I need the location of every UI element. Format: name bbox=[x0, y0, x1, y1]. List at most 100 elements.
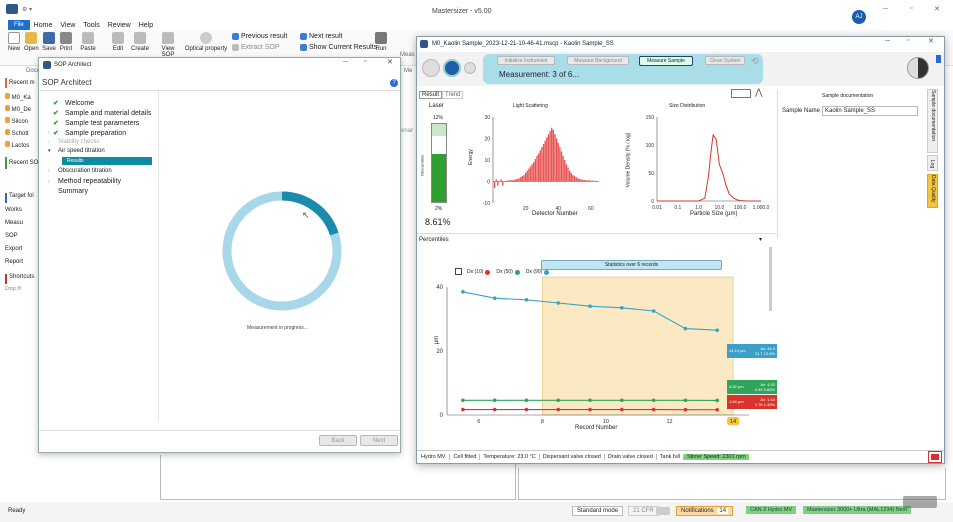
menu-review[interactable]: Review bbox=[107, 21, 131, 29]
tab-result[interactable]: Result bbox=[419, 90, 443, 99]
refresh-icon[interactable]: ⟲ bbox=[751, 56, 759, 66]
step-obscuration-titration[interactable]: › Obscuration titration bbox=[48, 168, 112, 174]
recent-item[interactable]: M0_Ka bbox=[5, 93, 39, 105]
meas-close-icon[interactable]: ✕ bbox=[928, 38, 934, 45]
recent-item[interactable]: Schott bbox=[5, 129, 39, 141]
expand-chevron-icon[interactable]: › bbox=[48, 168, 50, 174]
layout-toggle-icon[interactable] bbox=[731, 89, 751, 98]
step-sample-material[interactable]: ✔ Sample and material details bbox=[53, 109, 152, 118]
side-tab-data-quality[interactable]: Data Quality bbox=[927, 174, 938, 208]
step-results-selected[interactable]: Results bbox=[62, 157, 152, 165]
expand-chevron-icon[interactable]: › bbox=[48, 178, 50, 185]
menu-tools[interactable]: Tools bbox=[83, 21, 100, 29]
scatter-bar bbox=[524, 172, 527, 182]
meas-minimize-icon[interactable]: ─ bbox=[885, 38, 890, 45]
target-item-export[interactable]: Export bbox=[5, 246, 23, 252]
optical-property-button[interactable]: Optical property bbox=[184, 32, 228, 52]
data-point bbox=[715, 407, 720, 412]
sample-name-field[interactable]: Kaolin Sample_SS bbox=[822, 106, 918, 116]
sop-close-icon[interactable]: ✕ bbox=[387, 59, 393, 66]
side-tab-log[interactable]: Log bbox=[927, 155, 938, 171]
edit-button[interactable]: Edit bbox=[110, 32, 126, 52]
meas-maximize-icon[interactable]: ▫ bbox=[907, 37, 910, 44]
recent-item[interactable]: Silcon bbox=[5, 117, 39, 129]
step-test-parameters[interactable]: ✔ Sample test parameters bbox=[53, 119, 140, 128]
paste-button[interactable]: Paste bbox=[80, 32, 96, 52]
target-folders-header[interactable]: Target fol bbox=[5, 193, 39, 203]
scatter-bar bbox=[493, 181, 496, 188]
back-button[interactable]: Back bbox=[319, 435, 357, 446]
step-sample-preparation[interactable]: › ✔ Sample preparation bbox=[48, 129, 127, 138]
percentiles-scrollbar[interactable] bbox=[769, 247, 772, 311]
recent-sop-header[interactable]: Recent SO bbox=[5, 157, 39, 169]
view-sop-button[interactable]: View SOP bbox=[155, 32, 181, 58]
instrument-badge[interactable]: Mastersizer 3000+ Ultra (MAL1234) Next bbox=[803, 506, 912, 514]
target-item-workspace[interactable]: Works bbox=[5, 207, 22, 213]
notifications-badge[interactable]: Notifications 14 bbox=[676, 506, 734, 516]
target-item-sop[interactable]: SOP bbox=[5, 233, 18, 239]
measure-background-button[interactable]: Measure Background bbox=[567, 56, 629, 65]
recent-item[interactable]: Lactos bbox=[5, 141, 39, 153]
chart-options-icon[interactable]: ⋀ bbox=[755, 87, 763, 97]
open-button[interactable]: Open bbox=[24, 32, 39, 52]
measure-sample-button[interactable]: Measure Sample bbox=[639, 56, 693, 66]
clean-system-button[interactable]: Clean System bbox=[705, 56, 745, 65]
previous-result-button[interactable]: Previous result bbox=[232, 33, 287, 40]
percentiles-dropdown-icon[interactable]: ▾ bbox=[759, 237, 763, 243]
minimize-icon[interactable]: ─ bbox=[883, 6, 888, 13]
menu-help[interactable]: Help bbox=[138, 21, 154, 29]
cfr-badge[interactable]: 21 CFR bbox=[628, 506, 659, 516]
run-button[interactable]: Run bbox=[372, 32, 390, 52]
avatar[interactable]: AJ bbox=[852, 10, 866, 24]
percentiles-legend-icon[interactable] bbox=[455, 268, 462, 275]
collapse-chevron-icon[interactable]: ▾ bbox=[48, 148, 51, 154]
sequence-progress-icon bbox=[907, 57, 929, 79]
menu-view[interactable]: View bbox=[60, 21, 76, 29]
step-stability-checks[interactable]: › Stability checks bbox=[48, 139, 100, 145]
target-item-measurements[interactable]: Measu bbox=[5, 220, 24, 226]
meas-scroll-indicator[interactable] bbox=[936, 55, 941, 63]
menu-home[interactable]: Home bbox=[33, 21, 53, 29]
sop-maximize-icon[interactable]: ▫ bbox=[364, 58, 367, 65]
create-button[interactable]: Create bbox=[130, 32, 150, 52]
side-tab-sample-doc[interactable]: Sample documentation bbox=[927, 89, 938, 153]
scatter-bar bbox=[554, 134, 556, 182]
stop-icon[interactable] bbox=[443, 59, 461, 77]
close-icon[interactable]: ✕ bbox=[934, 6, 940, 13]
play-icon[interactable] bbox=[422, 59, 440, 77]
help-icon[interactable]: ? bbox=[390, 79, 398, 87]
step-summary[interactable]: Summary bbox=[58, 188, 88, 195]
show-current-results-button[interactable]: Show Current Results bbox=[300, 44, 377, 51]
step-method-repeatability[interactable]: › Method repeatability bbox=[48, 178, 122, 185]
save-button[interactable]: Save bbox=[42, 32, 56, 52]
step-air-speed-titration[interactable]: ▾ Air speed titration bbox=[48, 148, 105, 154]
new-button[interactable]: New bbox=[8, 32, 20, 52]
emergency-stop-icon[interactable] bbox=[928, 451, 942, 463]
expand-chevron-icon[interactable]: › bbox=[48, 130, 50, 136]
target-item-report[interactable]: Report bbox=[5, 259, 24, 265]
step-welcome[interactable]: ✔ Welcome bbox=[53, 99, 95, 108]
tab-trend[interactable]: Trend bbox=[442, 90, 464, 99]
scatter-y-tick: 0 bbox=[487, 180, 490, 186]
accessory-badge[interactable]: CAN 3 Hydro MV bbox=[746, 506, 797, 514]
standard-mode-badge[interactable]: Standard mode bbox=[572, 506, 624, 516]
recent-item[interactable]: M0_De bbox=[5, 105, 39, 117]
size-y-tick: 100 bbox=[646, 143, 655, 149]
expand-chevron-icon[interactable]: › bbox=[48, 139, 50, 145]
quick-access-icon[interactable]: ⚙ ▾ bbox=[22, 7, 33, 13]
initialize-instrument-button[interactable]: Initialize Instrument bbox=[497, 56, 555, 65]
recent-measurements-header[interactable]: Recent m bbox=[5, 78, 39, 88]
sop-minimize-icon[interactable]: ─ bbox=[343, 59, 348, 66]
skip-icon[interactable] bbox=[464, 62, 476, 74]
extract-sop-button[interactable]: Extract SOP bbox=[232, 44, 280, 51]
overlay-controls-icon[interactable] bbox=[903, 496, 937, 508]
data-point bbox=[620, 306, 624, 310]
shortcuts-header[interactable]: Shortcuts bbox=[5, 274, 39, 284]
scatter-bar bbox=[586, 180, 589, 182]
next-result-button[interactable]: Next result bbox=[300, 33, 342, 40]
print-button[interactable]: Print bbox=[58, 32, 74, 52]
menu-file[interactable]: File bbox=[8, 20, 30, 30]
maximize-icon[interactable]: ▫ bbox=[910, 5, 913, 12]
cfr-toggle-icon[interactable] bbox=[656, 507, 670, 515]
next-button[interactable]: Next bbox=[360, 435, 398, 446]
